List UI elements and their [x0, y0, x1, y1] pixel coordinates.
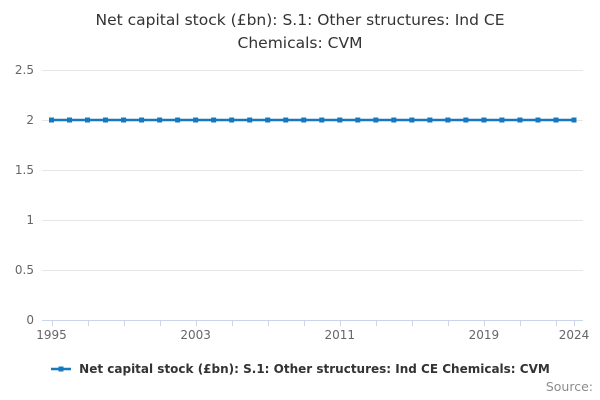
series-marker[interactable] — [247, 117, 253, 123]
legend-item[interactable]: Net capital stock (£bn): S.1: Other stru… — [0, 361, 600, 377]
series-marker[interactable] — [193, 117, 199, 123]
series-marker[interactable] — [355, 117, 361, 123]
x-axis-label: 2024 — [558, 328, 590, 342]
chart-title-line2: Chemicals: CVM — [237, 34, 363, 52]
series-marker[interactable] — [409, 117, 415, 123]
series-marker[interactable] — [85, 117, 91, 123]
series-marker[interactable] — [301, 117, 307, 123]
series-marker[interactable] — [121, 117, 127, 123]
series-marker[interactable] — [229, 117, 235, 123]
series-marker[interactable] — [337, 117, 343, 123]
series-marker[interactable] — [265, 117, 271, 123]
series-marker[interactable] — [445, 117, 451, 123]
source-label: Source: — [545, 379, 593, 394]
series-marker[interactable] — [373, 117, 379, 123]
series-marker[interactable] — [175, 117, 181, 123]
series-marker[interactable] — [157, 117, 163, 123]
y-axis-label: 2 — [26, 113, 34, 127]
series-marker[interactable] — [535, 117, 541, 123]
y-axis-label: 2.5 — [14, 63, 34, 77]
series-marker[interactable] — [211, 117, 217, 123]
x-axis-label: 2019 — [468, 328, 500, 342]
series-marker[interactable] — [499, 117, 505, 123]
series-marker[interactable] — [103, 117, 109, 123]
series-marker[interactable] — [517, 117, 523, 123]
x-axis-label: 2003 — [180, 328, 211, 342]
x-axis-label: 2011 — [324, 328, 356, 342]
y-axis-label: 0.5 — [14, 263, 34, 277]
series-marker[interactable] — [319, 117, 325, 123]
x-axis-label: 1995 — [36, 328, 67, 342]
series-marker[interactable] — [427, 117, 433, 123]
series-marker[interactable] — [571, 117, 577, 123]
chart-title: Net capital stock (£bn): S.1: Other stru… — [0, 9, 600, 55]
series-marker[interactable] — [49, 117, 54, 123]
y-axis-label: 1.5 — [14, 163, 34, 177]
legend-marker-icon — [51, 366, 72, 372]
series-marker[interactable] — [391, 117, 397, 123]
series-marker[interactable] — [139, 117, 145, 123]
y-axis-label: 1 — [26, 213, 34, 227]
series-marker[interactable] — [283, 117, 289, 123]
series-marker[interactable] — [481, 117, 487, 123]
series-marker[interactable] — [463, 117, 469, 123]
series-marker[interactable] — [553, 117, 559, 123]
legend-label[interactable]: Net capital stock (£bn): S.1: Other stru… — [79, 362, 550, 376]
chart-title-line1: Net capital stock (£bn): S.1: Other stru… — [95, 11, 505, 29]
y-axis-label: 0 — [26, 313, 34, 327]
series-marker[interactable] — [67, 117, 73, 123]
